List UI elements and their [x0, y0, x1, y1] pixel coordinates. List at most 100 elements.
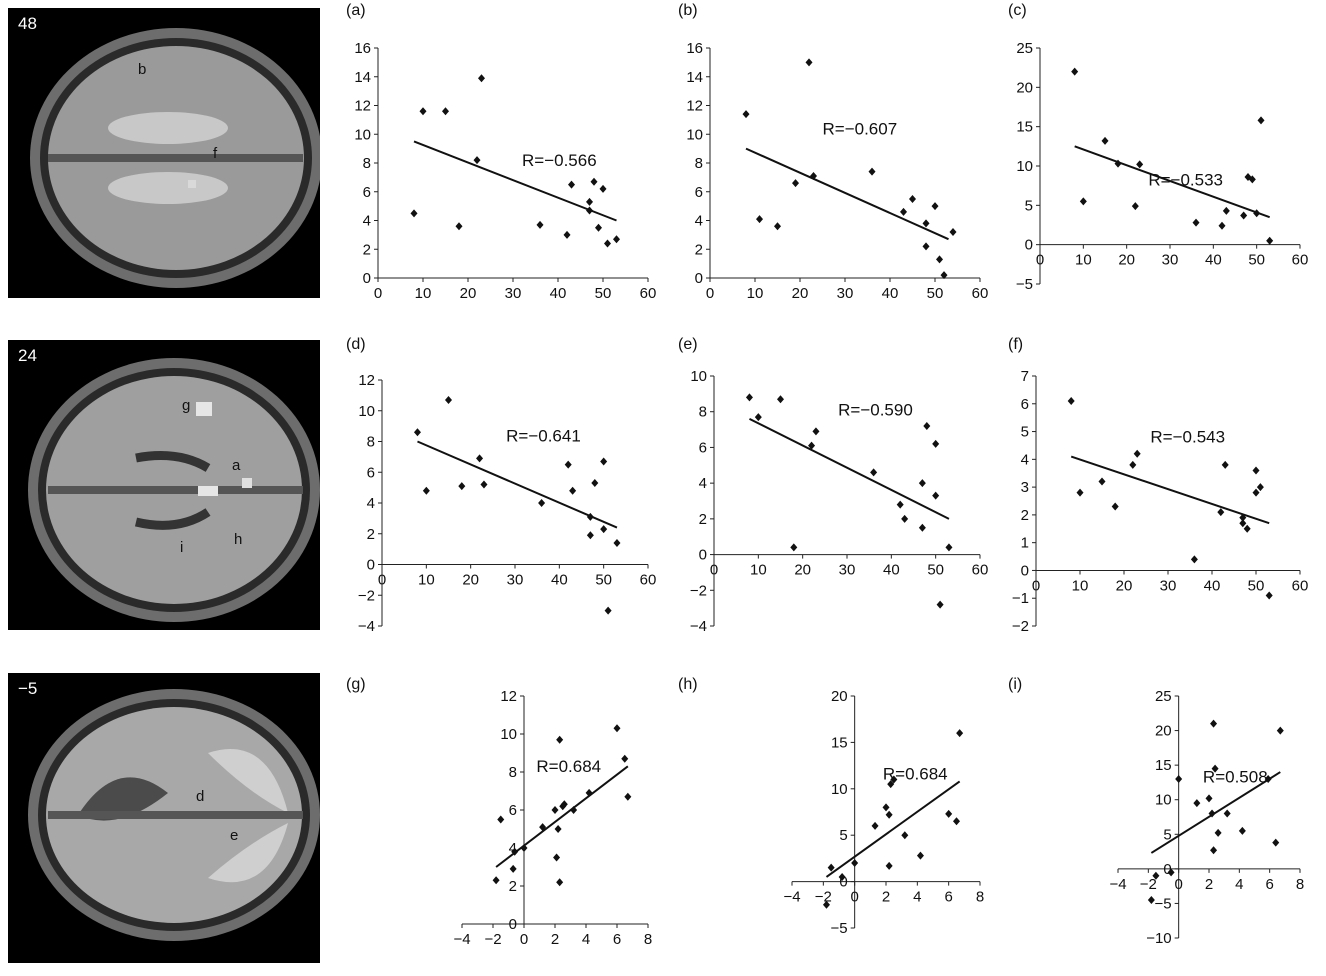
data-point	[932, 439, 940, 448]
data-point	[536, 220, 544, 229]
regression-line	[825, 780, 961, 878]
x-tick-label: 20	[462, 572, 479, 589]
correlation-label: R=0.684	[883, 765, 948, 784]
data-point	[890, 775, 898, 784]
data-point	[1253, 209, 1261, 218]
data-point	[455, 222, 463, 231]
data-point	[442, 107, 449, 116]
data-point	[777, 395, 784, 404]
data-point	[560, 800, 568, 809]
data-point	[1243, 524, 1251, 533]
x-tick-label: 10	[1075, 252, 1092, 269]
data-point	[595, 223, 602, 232]
data-point	[1114, 159, 1122, 168]
data-point	[745, 393, 753, 402]
x-tick-label: 4	[913, 889, 921, 906]
y-tick-label: 20	[831, 688, 848, 705]
x-tick-label: 50	[1248, 252, 1265, 269]
data-point	[936, 600, 944, 609]
y-tick-label: 20	[1155, 723, 1172, 740]
x-tick-label: 10	[750, 562, 767, 579]
y-tick-label: 12	[686, 98, 703, 115]
x-tick-label: 30	[839, 562, 856, 579]
y-tick-label: 4	[1021, 451, 1029, 468]
x-tick-label: 10	[1072, 577, 1089, 594]
y-tick-label: 6	[695, 184, 703, 201]
data-point	[476, 454, 484, 463]
correlation-label: R=0.508	[1203, 767, 1268, 786]
x-tick-label: 2	[882, 889, 890, 906]
data-point	[901, 514, 909, 523]
data-point	[600, 525, 608, 534]
x-tick-label: 0	[706, 285, 714, 302]
data-point	[885, 861, 893, 870]
x-tick-label: −4	[783, 889, 800, 906]
x-tick-label: 20	[794, 562, 811, 579]
data-point	[511, 847, 519, 856]
y-tick-label: −5	[1016, 276, 1033, 293]
y-tick-label: 25	[1155, 688, 1172, 705]
data-point	[1211, 764, 1219, 773]
data-point	[563, 230, 571, 239]
data-point	[1210, 846, 1218, 855]
y-tick-label: 10	[500, 726, 517, 743]
brain-slice-minus5: −5 d e	[8, 673, 320, 963]
data-point	[1079, 197, 1087, 206]
data-point	[1071, 67, 1079, 76]
y-tick-label: 15	[831, 734, 848, 751]
y-tick-label: 6	[509, 802, 517, 819]
x-tick-label: 10	[747, 285, 764, 302]
x-tick-label: 8	[644, 931, 652, 948]
brain-image	[30, 28, 320, 288]
data-point	[1133, 449, 1141, 458]
data-point	[901, 831, 909, 840]
x-tick-label: 0	[1036, 252, 1044, 269]
data-point	[497, 815, 505, 824]
correlation-label: R=0.684	[536, 757, 601, 776]
data-point	[1190, 555, 1198, 564]
y-tick-label: 6	[363, 184, 371, 201]
y-tick-label: −5	[831, 920, 848, 937]
y-tick-label: 10	[1016, 158, 1033, 175]
data-point	[953, 817, 960, 826]
slice-label: 48	[18, 14, 37, 33]
x-tick-label: 0	[374, 285, 382, 302]
data-point	[1131, 202, 1139, 211]
panel-label: (d)	[346, 336, 366, 353]
data-point	[922, 219, 930, 228]
correlation-label: R=−0.590	[838, 400, 913, 419]
scatter-chart: 0 2 4 6 8 10 12 14 16 0 10 20 30 40 50 60 R=−0.566	[354, 40, 656, 302]
y-tick-label: 8	[509, 764, 517, 781]
brain-image	[28, 689, 320, 941]
x-tick-label: 40	[551, 572, 568, 589]
data-point	[932, 491, 940, 500]
x-tick-label: 4	[582, 931, 590, 948]
x-tick-label: 30	[1162, 252, 1179, 269]
regression-line	[749, 417, 950, 520]
y-tick-label: 4	[509, 840, 517, 857]
x-tick-label: 40	[1204, 577, 1221, 594]
y-tick-label: 0	[699, 547, 707, 564]
x-tick-label: 60	[1292, 577, 1309, 594]
y-tick-label: 4	[699, 475, 707, 492]
data-point	[922, 242, 930, 251]
data-point	[956, 729, 964, 738]
data-point	[1210, 719, 1218, 728]
data-point	[621, 754, 629, 763]
x-tick-label: 50	[927, 562, 944, 579]
x-tick-label: 40	[883, 562, 900, 579]
y-tick-label: 0	[695, 270, 703, 287]
data-point	[445, 395, 452, 404]
regression-line	[1074, 145, 1271, 219]
y-tick-label: −2	[690, 582, 707, 599]
y-tick-label: 8	[363, 155, 371, 172]
data-point	[613, 235, 620, 244]
x-tick-label: 6	[944, 889, 952, 906]
data-point	[1136, 160, 1144, 169]
panel-label: (i)	[1008, 676, 1023, 693]
y-tick-label: 10	[690, 368, 707, 385]
